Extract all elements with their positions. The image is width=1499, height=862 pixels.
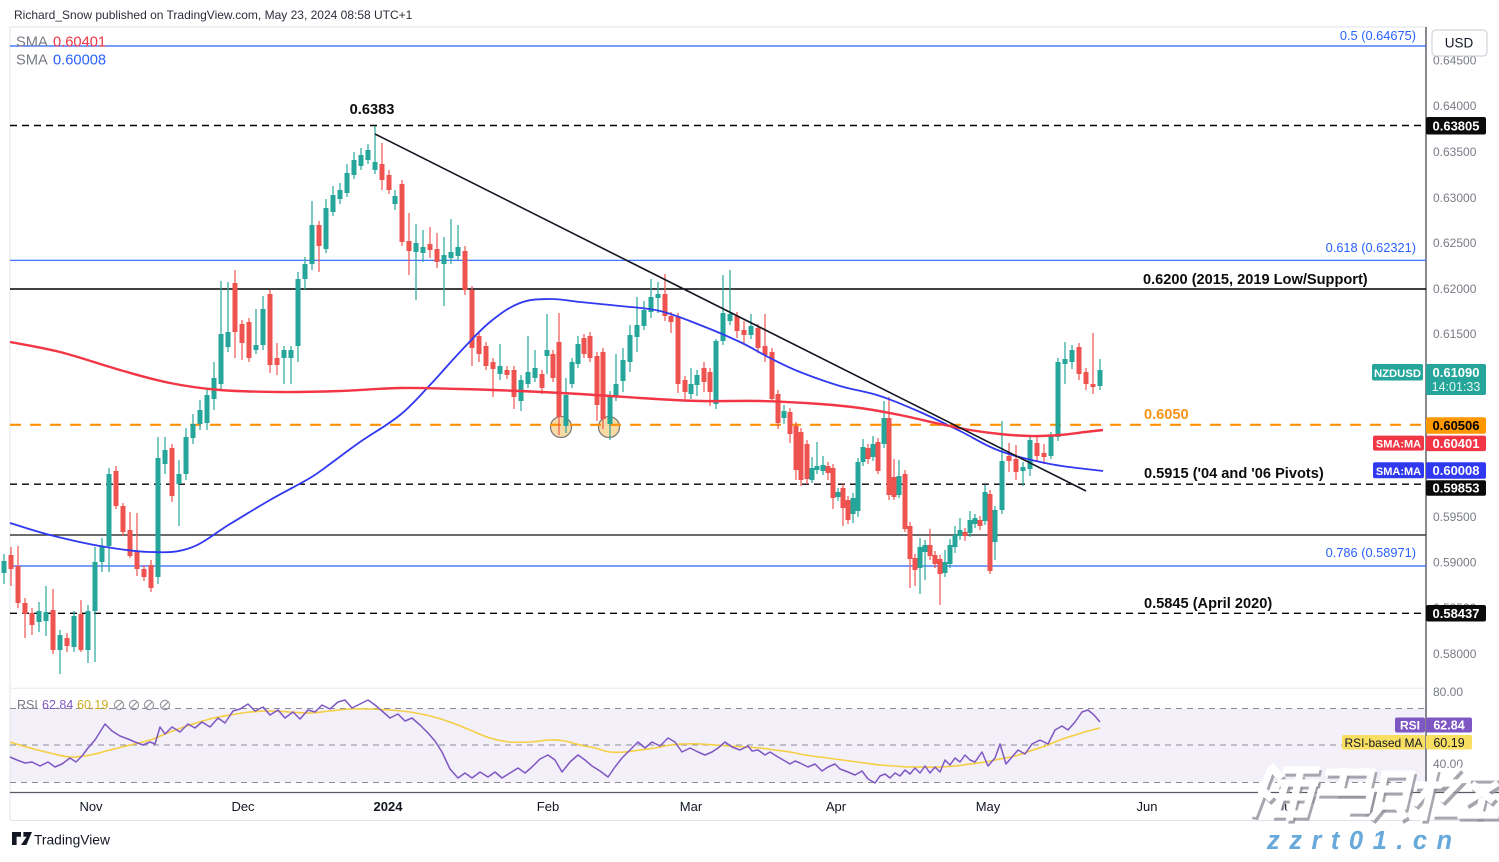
- svg-text:0.58437: 0.58437: [1433, 606, 1480, 621]
- svg-text:60.19: 60.19: [77, 698, 108, 712]
- svg-text:SMA: SMA: [16, 35, 48, 51]
- svg-text:0.6050: 0.6050: [1144, 407, 1189, 423]
- svg-text:80.00: 80.00: [1433, 685, 1463, 699]
- svg-text:TradingView: TradingView: [34, 833, 110, 848]
- svg-text:0.61090: 0.61090: [1433, 365, 1480, 380]
- svg-text:zzrt01.cn: zzrt01.cn: [1266, 827, 1462, 855]
- svg-text:RSI: RSI: [1400, 719, 1420, 733]
- svg-text:0.60401: 0.60401: [53, 35, 106, 51]
- svg-text:0.6200 (2015, 2019 Low/Support: 0.6200 (2015, 2019 Low/Support): [1143, 272, 1368, 288]
- svg-text:RSI-based MA: RSI-based MA: [1344, 736, 1422, 750]
- svg-text:0.59000: 0.59000: [1433, 556, 1477, 570]
- svg-text:Jun: Jun: [1137, 799, 1158, 814]
- svg-text:0.5 (0.64675): 0.5 (0.64675): [1340, 28, 1416, 43]
- svg-text:Feb: Feb: [537, 799, 559, 814]
- svg-text:0.59853: 0.59853: [1433, 481, 1480, 496]
- svg-text:0.60506: 0.60506: [1433, 418, 1480, 433]
- svg-text:0.64500: 0.64500: [1433, 54, 1477, 68]
- svg-text:0.59500: 0.59500: [1433, 510, 1477, 524]
- svg-text:0.5845 (April 2020): 0.5845 (April 2020): [1144, 596, 1272, 612]
- svg-text:Apr: Apr: [826, 799, 847, 814]
- svg-text:NZDUSD: NZDUSD: [1374, 368, 1421, 380]
- svg-text:0.62500: 0.62500: [1433, 236, 1477, 250]
- svg-text:62.84: 62.84: [42, 698, 73, 712]
- svg-text:14:01:33: 14:01:33: [1432, 380, 1481, 394]
- svg-text:0.6383: 0.6383: [350, 102, 395, 118]
- svg-text:0.786 (0.58971): 0.786 (0.58971): [1326, 545, 1416, 560]
- svg-text:USD: USD: [1445, 36, 1474, 51]
- svg-text:62.84: 62.84: [1433, 719, 1464, 733]
- svg-text:Richard_Snow published on Trad: Richard_Snow published on TradingView.co…: [14, 8, 413, 22]
- svg-text:0.58000: 0.58000: [1433, 647, 1477, 661]
- svg-text:0.5915 ('04 and '06 Pivots): 0.5915 ('04 and '06 Pivots): [1144, 466, 1324, 482]
- svg-text:Nov: Nov: [79, 799, 103, 814]
- svg-text:0.63500: 0.63500: [1433, 145, 1477, 159]
- svg-text:0.60401: 0.60401: [1433, 436, 1480, 451]
- svg-text:RSI: RSI: [17, 698, 38, 712]
- svg-text:0.64000: 0.64000: [1433, 99, 1477, 113]
- svg-text:60.19: 60.19: [1433, 736, 1464, 750]
- svg-text:2024: 2024: [374, 799, 404, 814]
- svg-text:0.618 (0.62321): 0.618 (0.62321): [1326, 240, 1416, 255]
- svg-text:0.63805: 0.63805: [1433, 118, 1480, 133]
- svg-text:Dec: Dec: [231, 799, 255, 814]
- svg-text:0.62000: 0.62000: [1433, 282, 1477, 296]
- svg-text:SMA: SMA: [16, 53, 48, 69]
- svg-text:0.60008: 0.60008: [1433, 463, 1480, 478]
- svg-text:0.63000: 0.63000: [1433, 191, 1477, 205]
- svg-text:SMA:MA: SMA:MA: [1376, 439, 1421, 451]
- svg-text:0.61500: 0.61500: [1433, 327, 1477, 341]
- svg-text:0.60008: 0.60008: [53, 53, 106, 69]
- svg-text:Mar: Mar: [680, 799, 703, 814]
- svg-text:SMA:MA: SMA:MA: [1376, 466, 1421, 478]
- svg-text:May: May: [976, 799, 1001, 814]
